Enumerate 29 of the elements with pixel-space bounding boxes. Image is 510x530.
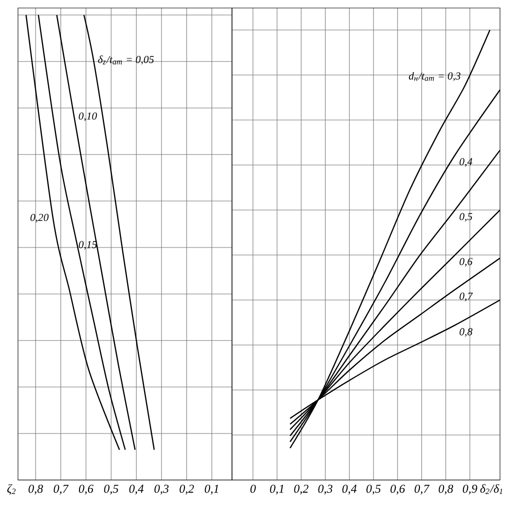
x-tick-label: 0,5 xyxy=(366,484,381,495)
series-label: δ$_{z}$/t$_{ат}$ = 0,05 xyxy=(98,56,154,65)
x-tick-label: 0,8 xyxy=(438,484,454,495)
series-label: 0,10 xyxy=(78,112,97,122)
series-label: 0,7 xyxy=(460,292,473,302)
x-tick-label: 0,2 xyxy=(294,484,308,495)
x-tick-label: 0,3 xyxy=(318,484,332,495)
x-tick-label: 0,1 xyxy=(204,484,218,495)
x-tick-label: 0,6 xyxy=(78,484,94,495)
x-tick-label: 0,4 xyxy=(129,484,144,495)
series-label: 0,6 xyxy=(460,258,472,267)
x-tick-label: 0,2 xyxy=(180,484,194,495)
x-tick-label: 0 xyxy=(250,484,256,493)
x-tick-label: 0,8 xyxy=(28,484,43,495)
x-tick-label: 0,7 xyxy=(54,484,69,495)
x-axis-title: ζ$_{2}$ xyxy=(7,484,16,495)
series-label: 0,4 xyxy=(460,158,472,167)
x-tick-label: 0,9 xyxy=(462,484,478,495)
x-tick-label: 0,6 xyxy=(390,484,406,495)
series-label: 0,20 xyxy=(30,214,49,223)
series-label: 0,5 xyxy=(460,212,472,222)
series-label: d$_{н}$/t$_{ат}$ = 0,3 xyxy=(408,72,460,82)
x-tick-label: 0,1 xyxy=(270,484,284,495)
x-tick-label: 0,7 xyxy=(414,484,430,495)
series-label: 0,8 xyxy=(460,328,472,337)
x-tick-label: 0,4 xyxy=(342,484,357,495)
x-tick-label: 0,5 xyxy=(104,484,118,495)
x-axis-title: δ$_{2}$/δ$_{1}$ xyxy=(480,484,502,494)
x-tick-label: 0,3 xyxy=(154,484,169,495)
